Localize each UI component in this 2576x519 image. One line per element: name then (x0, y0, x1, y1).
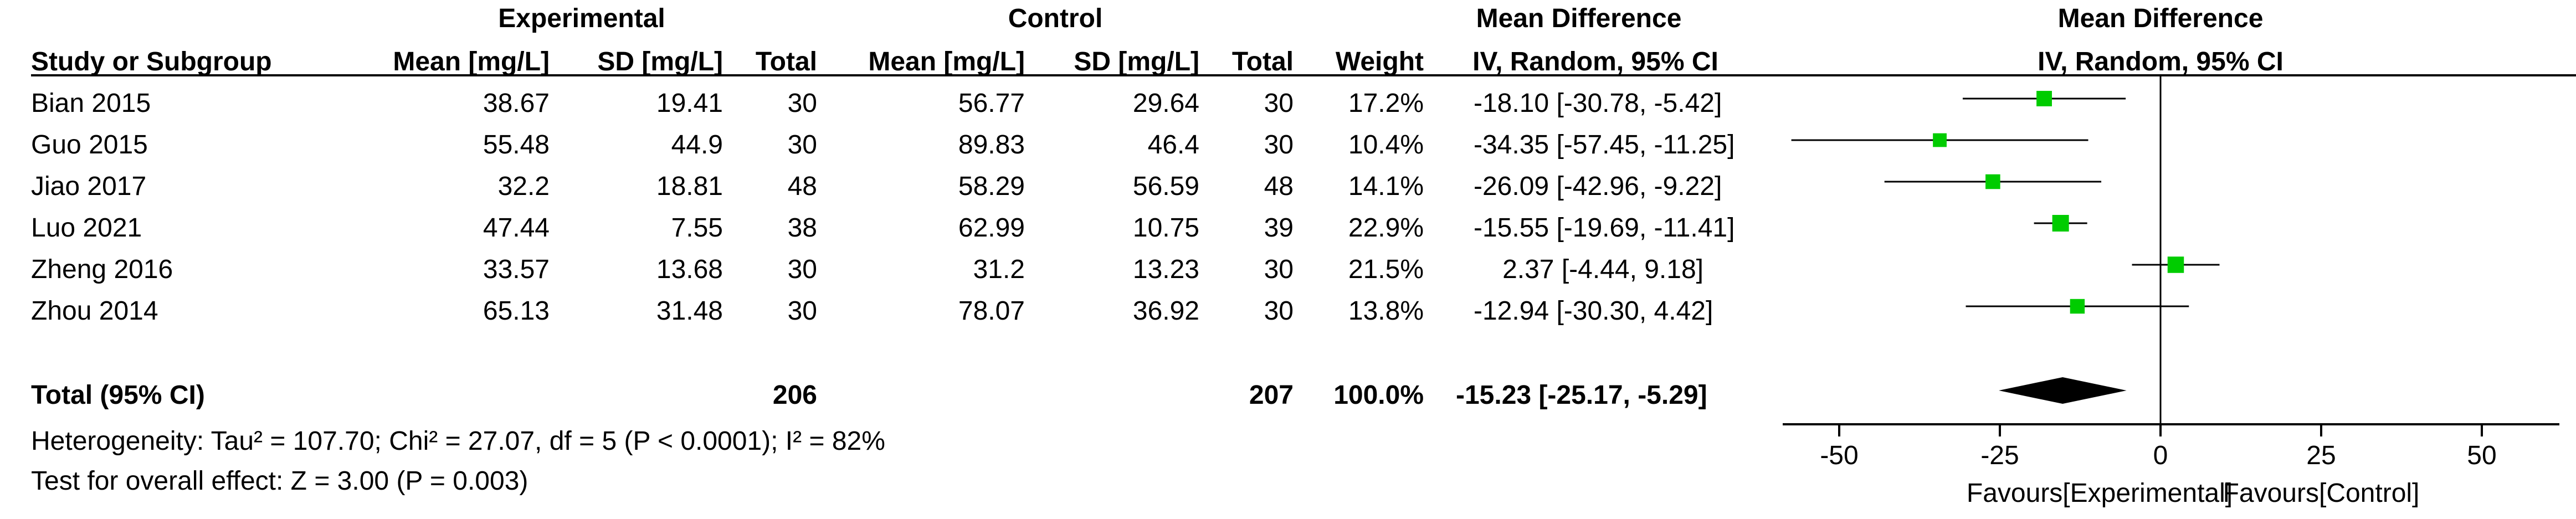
sd-exp-cell: 44.9 (671, 130, 723, 160)
weight-cell: 17.2% (1348, 89, 1424, 118)
sd-ctl-cell: 56.59 (1132, 172, 1199, 201)
mean-ctl-cell: 58.29 (958, 172, 1025, 201)
n-ctl-cell: 30 (1264, 130, 1294, 160)
sd-ctl-cell: 10.75 (1132, 213, 1199, 243)
experimental-group-header: Experimental (498, 4, 665, 33)
weight-cell: 14.1% (1348, 172, 1424, 201)
header-divider (31, 74, 2576, 76)
mean-ctl-cell: 31.2 (973, 255, 1025, 284)
favours-control-label: Favours[Control] (2223, 479, 2420, 508)
total-ctl-column-header: Total (1231, 47, 1294, 76)
effect-marker (1933, 133, 1947, 147)
effect-marker (2052, 215, 2069, 232)
total-exp-column-header: Total (755, 47, 817, 76)
mean-ctl-cell: 78.07 (958, 296, 1025, 326)
x-tick-label: 25 (2306, 441, 2336, 470)
effect-marker (1985, 174, 2000, 189)
sd-ctl-cell: 13.23 (1132, 255, 1199, 284)
n-exp-cell: 48 (787, 172, 817, 201)
total-n-exp: 206 (772, 381, 817, 410)
ci-cell: 2.37 [-4.44, 9.18] (1502, 255, 1703, 284)
ci-cell: -26.09 [-42.96, -9.22] (1474, 172, 1722, 201)
method-column-header-table: IV, Random, 95% CI (1472, 47, 1718, 76)
mean-ctl-column-header: Mean [mg/L] (868, 47, 1025, 76)
sd-exp-cell: 31.48 (656, 296, 723, 326)
mean-ctl-cell: 89.83 (958, 130, 1025, 160)
sd-ctl-cell: 46.4 (1147, 130, 1199, 160)
mean-exp-cell: 65.13 (483, 296, 550, 326)
mean-exp-cell: 32.2 (497, 172, 550, 201)
study-name: Luo 2021 (31, 213, 142, 243)
pooled-diamond (1999, 377, 2127, 404)
mean-exp-column-header: Mean [mg/L] (393, 47, 550, 76)
total-n-ctl: 207 (1249, 381, 1294, 410)
mean-difference-header-table: Mean Difference (1476, 4, 1682, 33)
total-label: Total (95% CI) (31, 381, 205, 410)
mean-exp-cell: 33.57 (483, 255, 550, 284)
weight-column-header: Weight (1335, 47, 1424, 76)
study-name: Guo 2015 (31, 130, 148, 160)
total-ci: -15.23 [-25.17, -5.29] (1456, 381, 1707, 410)
ci-cell: -12.94 [-30.30, 4.42] (1474, 296, 1713, 326)
heterogeneity-text: Heterogeneity: Tau² = 107.70; Chi² = 27.… (31, 426, 885, 456)
sd-exp-cell: 19.41 (656, 89, 723, 118)
ci-cell: -34.35 [-57.45, -11.25] (1474, 130, 1735, 160)
mean-exp-cell: 38.67 (483, 89, 550, 118)
mean-ctl-cell: 56.77 (958, 89, 1025, 118)
n-ctl-cell: 30 (1264, 89, 1294, 118)
sd-ctl-cell: 29.64 (1132, 89, 1199, 118)
x-tick-label: 50 (2467, 441, 2496, 470)
mean-exp-cell: 47.44 (483, 213, 550, 243)
sd-exp-column-header: SD [mg/L] (597, 47, 723, 76)
effect-marker (2167, 256, 2184, 273)
ci-cell: -18.10 [-30.78, -5.42] (1474, 89, 1722, 118)
n-ctl-cell: 30 (1264, 255, 1294, 284)
weight-cell: 13.8% (1348, 296, 1424, 326)
n-ctl-cell: 39 (1264, 213, 1294, 243)
study-name: Bian 2015 (31, 89, 151, 118)
n-exp-cell: 38 (787, 213, 817, 243)
effect-marker (2036, 91, 2052, 106)
sd-exp-cell: 13.68 (656, 255, 723, 284)
mean-difference-header-plot: Mean Difference (2057, 4, 2264, 33)
mean-ctl-cell: 62.99 (958, 213, 1025, 243)
weight-cell: 10.4% (1348, 130, 1424, 160)
effect-marker (2070, 299, 2085, 314)
weight-cell: 21.5% (1348, 255, 1424, 284)
sd-ctl-cell: 36.92 (1132, 296, 1199, 326)
n-exp-cell: 30 (787, 255, 817, 284)
n-exp-cell: 30 (787, 296, 817, 326)
n-ctl-cell: 48 (1264, 172, 1294, 201)
total-weight: 100.0% (1333, 381, 1424, 410)
control-group-header: Control (1008, 4, 1103, 33)
study-column-header: Study or Subgroup (31, 47, 272, 76)
overall-effect-text: Test for overall effect: Z = 3.00 (P = 0… (31, 466, 528, 496)
n-exp-cell: 30 (787, 89, 817, 118)
study-name: Zheng 2016 (31, 255, 173, 284)
sd-exp-cell: 7.55 (671, 213, 723, 243)
sd-ctl-column-header: SD [mg/L] (1074, 47, 1199, 76)
n-exp-cell: 30 (787, 130, 817, 160)
x-tick-label: -25 (1980, 441, 2019, 470)
x-tick-label: -50 (1820, 441, 1858, 470)
study-name: Jiao 2017 (31, 172, 147, 201)
x-tick-label: 0 (2153, 441, 2168, 470)
mean-exp-cell: 55.48 (483, 130, 550, 160)
sd-exp-cell: 18.81 (656, 172, 723, 201)
n-ctl-cell: 30 (1264, 296, 1294, 326)
study-name: Zhou 2014 (31, 296, 158, 326)
method-column-header-plot: IV, Random, 95% CI (2038, 47, 2283, 76)
favours-experimental-label: Favours[Experimental] (1967, 479, 2233, 508)
weight-cell: 22.9% (1348, 213, 1424, 243)
ci-cell: -15.55 [-19.69, -11.41] (1474, 213, 1735, 243)
